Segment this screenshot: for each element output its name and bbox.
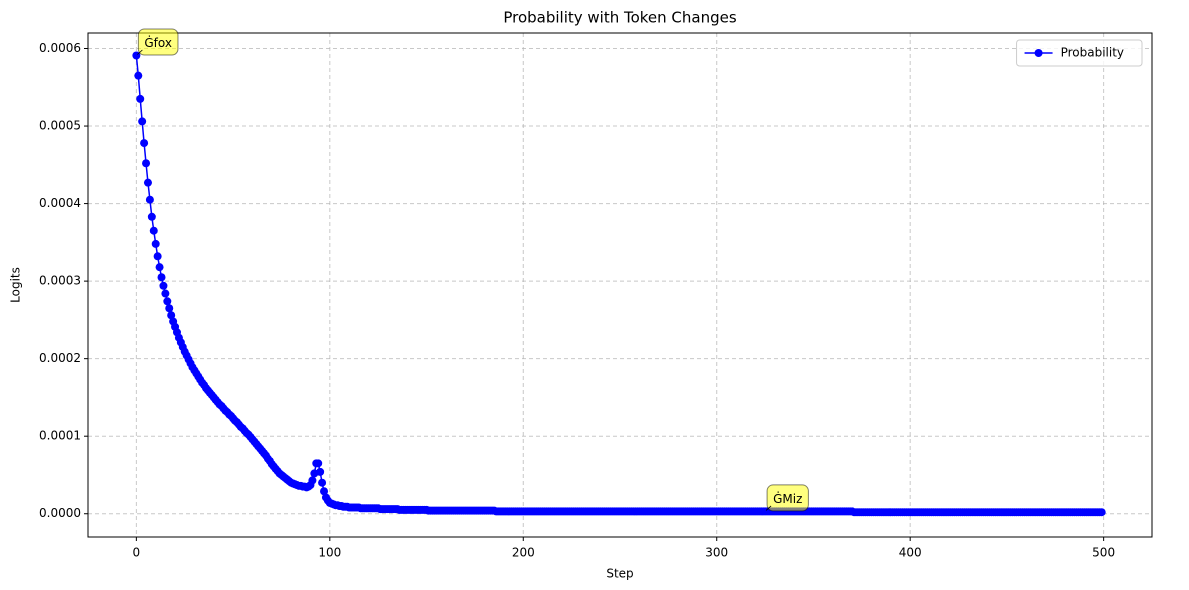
marker bbox=[316, 467, 325, 476]
marker bbox=[318, 478, 327, 487]
annotation: Ġfox bbox=[137, 28, 179, 56]
marker bbox=[143, 178, 152, 187]
y-tick-label: 0.0005 bbox=[39, 119, 81, 133]
marker bbox=[138, 117, 147, 126]
marker bbox=[134, 71, 143, 80]
x-tick-label: 0 bbox=[133, 546, 141, 560]
marker bbox=[153, 252, 162, 261]
y-tick-label: 0.0006 bbox=[39, 41, 81, 55]
x-tick-label: 400 bbox=[899, 546, 922, 560]
marker bbox=[147, 212, 156, 221]
marker bbox=[155, 263, 164, 272]
x-tick-label: 500 bbox=[1092, 546, 1115, 560]
marker bbox=[1097, 508, 1106, 517]
legend-marker bbox=[1034, 49, 1043, 57]
plot-frame bbox=[87, 32, 1153, 538]
x-tick-label: 100 bbox=[318, 546, 341, 560]
annotation: ĠMiz bbox=[765, 484, 809, 512]
legend-box bbox=[1016, 39, 1143, 67]
annotation-box bbox=[766, 484, 809, 512]
marker bbox=[136, 94, 145, 103]
annotation-box bbox=[137, 28, 179, 56]
marker bbox=[145, 195, 154, 204]
marker bbox=[159, 281, 168, 290]
marker bbox=[163, 297, 172, 306]
marker bbox=[161, 289, 170, 298]
y-tick-label: 0.0003 bbox=[39, 274, 81, 288]
marker bbox=[142, 159, 151, 168]
chart-title: Probability with Token Changes bbox=[503, 9, 737, 27]
y-tick-label: 0.0001 bbox=[39, 429, 81, 443]
x-tick-label: 200 bbox=[512, 546, 535, 560]
y-axis-label: Logits bbox=[9, 267, 23, 303]
marker bbox=[140, 139, 149, 148]
legend: Probability bbox=[1016, 39, 1143, 67]
marker bbox=[151, 239, 160, 248]
y-tick-label: 0.0000 bbox=[39, 506, 81, 520]
marker bbox=[157, 273, 166, 282]
marker bbox=[320, 487, 329, 496]
legend-label: Probability bbox=[1061, 46, 1124, 60]
annotation-arrow bbox=[137, 49, 143, 55]
annotation-text: Ġfox bbox=[144, 34, 172, 50]
x-tick-label: 300 bbox=[705, 546, 728, 560]
annotation-text: ĠMiz bbox=[773, 490, 802, 506]
marker bbox=[149, 226, 158, 235]
marker bbox=[314, 459, 323, 468]
y-tick-label: 0.0004 bbox=[39, 196, 81, 210]
marker bbox=[308, 476, 317, 485]
x-axis-label: Step bbox=[606, 567, 633, 581]
marker bbox=[165, 304, 174, 313]
marker bbox=[167, 311, 176, 320]
annotation-arrow bbox=[765, 505, 772, 511]
y-tick-label: 0.0002 bbox=[39, 351, 81, 365]
